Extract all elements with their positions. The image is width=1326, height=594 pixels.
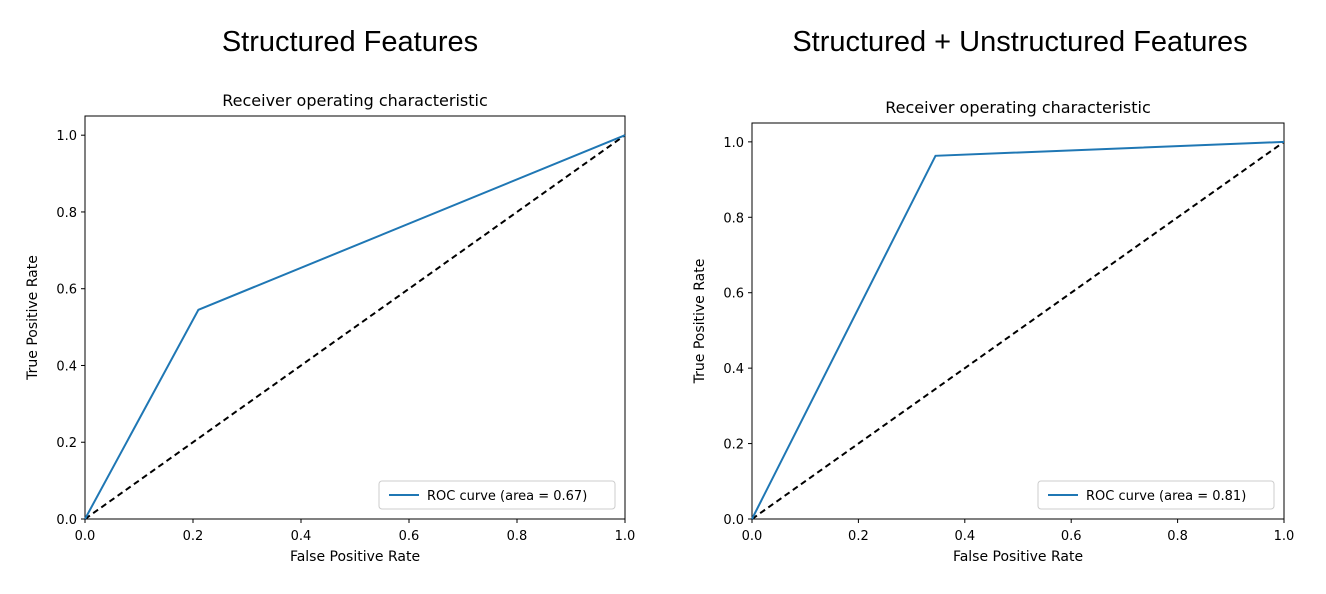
y-tick-label: 0.8 (56, 206, 77, 221)
x-tick-label: 0.8 (1167, 529, 1188, 544)
y-tick-label: 0.6 (56, 283, 77, 298)
chance-diagonal-line (751, 141, 1285, 520)
legend-label: ROC curve (area = 0.67) (427, 489, 587, 504)
panel-heading-structured: Structured Features (221, 26, 479, 58)
roc-curve-line (84, 134, 626, 520)
x-tick-label: 0.0 (75, 529, 96, 544)
y-axis-label: True Positive Rate (692, 259, 708, 385)
y-tick-label: 0.6 (723, 287, 744, 302)
x-tick-label: 1.0 (1274, 529, 1295, 544)
y-tick-label: 1.0 (56, 129, 77, 144)
legend-box (378, 480, 616, 510)
y-tick-label: 0.0 (56, 513, 77, 528)
chart-title: Receiver operating characteristic (885, 98, 1151, 117)
y-tick-label: 0.8 (723, 211, 744, 226)
y-tick-label: 0.2 (723, 438, 744, 453)
plot-frame (751, 122, 1285, 520)
y-tick-label: 0.4 (723, 362, 744, 377)
y-tick-label: 0.2 (56, 436, 77, 451)
x-tick-label: 0.6 (1061, 529, 1082, 544)
x-tick-label: 0.0 (742, 529, 763, 544)
x-axis-label: False Positive Rate (290, 549, 420, 565)
x-tick-label: 1.0 (615, 529, 636, 544)
x-tick-label: 0.4 (954, 529, 975, 544)
x-tick-label: 0.4 (291, 529, 312, 544)
y-tick-label: 1.0 (723, 136, 744, 151)
panel-heading-structured-unstructured: Structured + Unstructured Features (792, 26, 1248, 58)
legend-label: ROC curve (area = 0.81) (1086, 489, 1246, 504)
legend: ROC curve (area = 0.81) (1037, 480, 1275, 510)
chance-diagonal-line (84, 134, 626, 520)
x-axis-label: False Positive Rate (953, 549, 1083, 565)
legend: ROC curve (area = 0.67) (378, 480, 616, 510)
y-tick-label: 0.0 (723, 513, 744, 528)
x-tick-label: 0.2 (848, 529, 869, 544)
roc-curve-line (751, 140, 1285, 520)
x-tick-label: 0.8 (507, 529, 528, 544)
x-tick-label: 0.6 (399, 529, 420, 544)
legend-box (1037, 480, 1275, 510)
y-tick-label: 0.4 (56, 359, 77, 374)
y-axis-label: True Positive Rate (25, 255, 41, 381)
x-tick-label: 0.2 (183, 529, 204, 544)
plot-frame (84, 115, 626, 520)
chart-title: Receiver operating characteristic (222, 91, 488, 110)
